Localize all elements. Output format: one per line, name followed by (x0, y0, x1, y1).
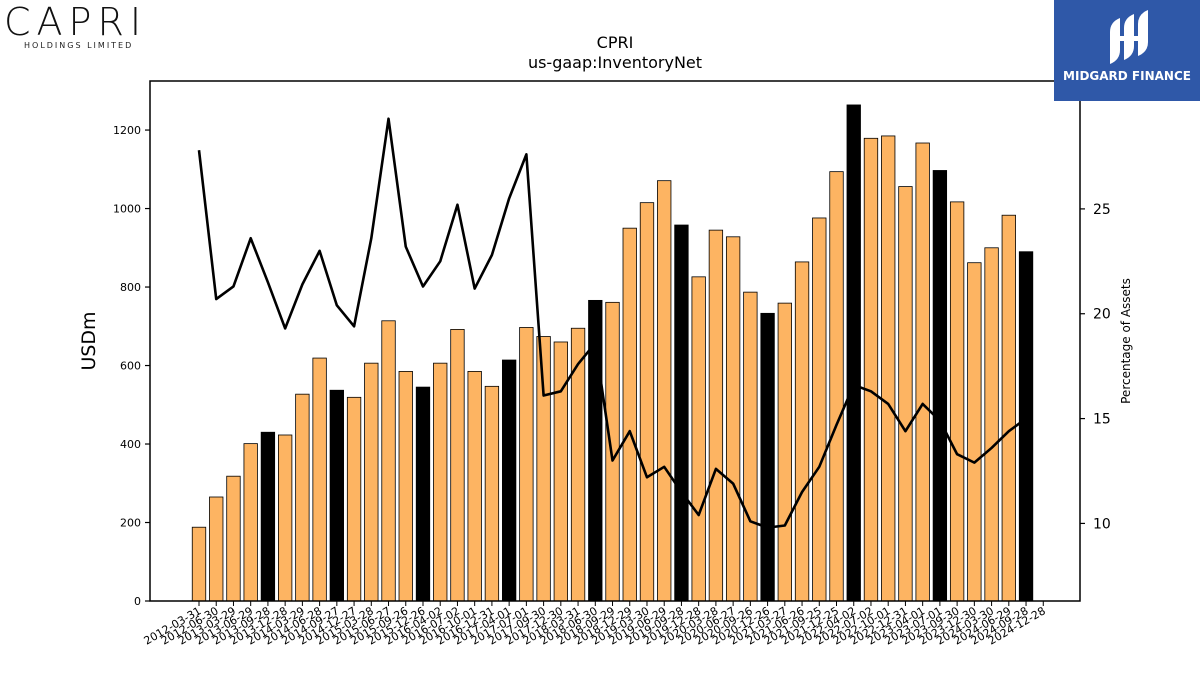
bar (846, 104, 861, 602)
bar (725, 236, 741, 602)
bar (536, 336, 551, 602)
plot-area: 020040060080010001200101520252012-03-312… (113, 80, 1111, 648)
y2-tick-label: 15 (1093, 412, 1111, 428)
bar (708, 229, 724, 602)
brand-subtitle: HOLDINGS LIMITED (24, 41, 134, 50)
y2-tick-label: 20 (1093, 307, 1111, 323)
chart-title: CPRI (597, 33, 634, 52)
bar (398, 371, 413, 602)
brand-name: CAPRI (4, 0, 148, 44)
bar (777, 302, 792, 602)
y-tick-label: 600 (120, 360, 141, 373)
brand-logo: CAPRI HOLDINGS LIMITED (0, 0, 160, 60)
bar (226, 475, 241, 602)
y-tick-label: 1200 (113, 124, 141, 137)
y-tick-label: 200 (120, 517, 141, 530)
bar (743, 291, 758, 602)
watermark-badge: MIDGARD FINANCE (1054, 0, 1200, 101)
bar (691, 276, 706, 602)
bar (209, 496, 224, 602)
y-axis-label: USDm (78, 311, 100, 370)
bar (949, 201, 965, 602)
watermark-text: MIDGARD FINANCE (1063, 69, 1191, 83)
y-tick-label: 800 (120, 281, 141, 294)
bar (450, 329, 465, 602)
bar (364, 362, 379, 602)
bar (984, 247, 999, 602)
bar (346, 396, 362, 602)
bar (760, 312, 775, 602)
series-line-percentage (197, 117, 1027, 529)
plot-frame (149, 80, 1081, 602)
bar (1001, 214, 1016, 602)
bar (191, 526, 207, 602)
bar (674, 224, 689, 602)
bar (898, 186, 913, 602)
y2-axis-label: Percentage of Assets (1119, 278, 1133, 404)
bar (967, 262, 982, 602)
bar (829, 171, 844, 602)
bar (243, 443, 258, 602)
bar (553, 341, 568, 602)
bar (794, 261, 810, 602)
bar (915, 142, 930, 602)
bar (467, 371, 482, 602)
bar (484, 385, 500, 602)
y-tick-label: 400 (120, 438, 141, 451)
bar (881, 135, 896, 602)
finance-logo-icon (1110, 10, 1148, 64)
bar (1018, 251, 1034, 602)
bar (415, 386, 431, 602)
bar (260, 431, 276, 602)
bar (501, 359, 517, 602)
bar (277, 434, 293, 602)
bar (312, 357, 327, 602)
bar (295, 393, 310, 602)
y2-tick-label: 25 (1093, 202, 1111, 218)
y2-tick-label: 10 (1093, 516, 1111, 532)
bar (657, 180, 672, 602)
bar (433, 362, 448, 602)
bar (863, 137, 879, 602)
bar (329, 389, 344, 602)
bar (519, 327, 534, 602)
bar (812, 217, 827, 602)
y-tick-label: 1000 (113, 203, 141, 216)
chart-subtitle: us-gaap:InventoryNet (528, 53, 702, 72)
bar (381, 320, 396, 602)
bar (622, 227, 637, 602)
y-tick-label: 0 (134, 595, 141, 608)
bar (639, 202, 655, 602)
bar (932, 170, 948, 602)
